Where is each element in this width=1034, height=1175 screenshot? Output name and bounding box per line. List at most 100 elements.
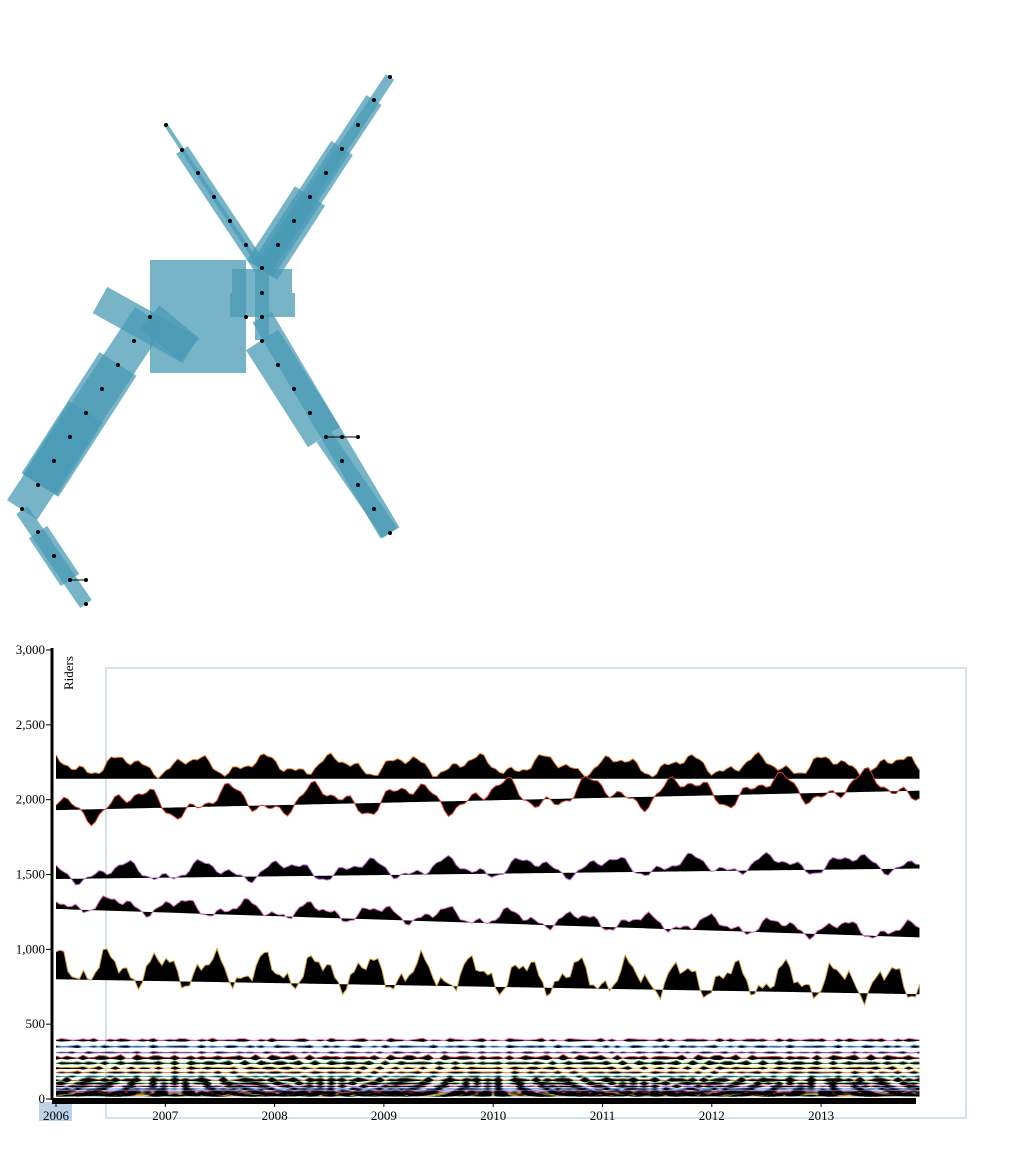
station-dot[interactable] xyxy=(340,147,344,151)
map-segment-bar xyxy=(23,401,103,496)
station-dot[interactable] xyxy=(340,435,344,439)
station-dot[interactable] xyxy=(68,578,72,582)
station-dot[interactable] xyxy=(372,98,376,102)
map-segment-bar xyxy=(92,286,198,364)
minor-series-line xyxy=(55,1070,920,1074)
series-line xyxy=(55,851,920,886)
station-dot[interactable] xyxy=(52,459,56,463)
minor-series-line xyxy=(55,1044,920,1048)
y-axis-ticks: 0 500 1,000 1,500 2,000 2,500 3,000 xyxy=(16,642,52,1106)
selected-year-highlight[interactable] xyxy=(39,1102,72,1121)
y-tick-label: 2,000 xyxy=(16,792,45,807)
minor-series-line xyxy=(55,1083,920,1088)
minor-series-line xyxy=(55,1089,920,1092)
series-area[interactable] xyxy=(56,895,920,940)
station-dot[interactable] xyxy=(260,266,264,270)
minor-series-line xyxy=(55,1059,920,1065)
series-line xyxy=(55,895,920,941)
station-dot[interactable] xyxy=(308,411,312,415)
minor-series-area[interactable] xyxy=(56,1076,920,1083)
station-dot[interactable] xyxy=(20,507,24,511)
minor-series-area[interactable] xyxy=(56,1080,920,1086)
y-tick-label: 1,000 xyxy=(16,941,45,956)
y-axis-title: Riders xyxy=(61,656,76,690)
x-tick-label[interactable]: 2007 xyxy=(152,1108,179,1123)
minor-series-area[interactable] xyxy=(56,1037,920,1042)
x-tick-label[interactable]: 2013 xyxy=(808,1108,834,1123)
transit-network-map xyxy=(6,74,400,608)
station-dot[interactable] xyxy=(260,315,264,319)
minor-series-line xyxy=(55,1076,920,1081)
minor-series-line xyxy=(55,1053,920,1059)
minor-series-line xyxy=(55,1037,920,1042)
minor-series-line xyxy=(55,1065,920,1069)
station-dot[interactable] xyxy=(164,123,168,127)
station-dot[interactable] xyxy=(292,387,296,391)
station-dot[interactable] xyxy=(212,195,216,199)
y-tick-label: 2,500 xyxy=(16,717,45,732)
x-axis-ticks: 2006 2007 2008 2009 2010 2011 2012 2013 xyxy=(43,1101,834,1123)
series-line xyxy=(55,751,920,780)
station-dot[interactable] xyxy=(84,411,88,415)
station-dot[interactable] xyxy=(84,602,88,606)
minor-series-line xyxy=(55,1050,920,1054)
series-area[interactable] xyxy=(56,752,920,779)
station-dot[interactable] xyxy=(388,531,392,535)
station-dot[interactable] xyxy=(388,75,392,79)
station-dot[interactable] xyxy=(356,483,360,487)
y-tick-label: 1,500 xyxy=(16,867,45,882)
station-dot[interactable] xyxy=(196,171,200,175)
station-dot[interactable] xyxy=(36,530,40,534)
series-areas xyxy=(55,751,920,1007)
x-tick-label[interactable]: 2006 xyxy=(43,1108,70,1123)
station-dot[interactable] xyxy=(324,171,328,175)
station-dot[interactable] xyxy=(228,219,232,223)
station-dot[interactable] xyxy=(132,339,136,343)
station-dot[interactable] xyxy=(84,578,88,582)
station-dot[interactable] xyxy=(52,554,56,558)
y-tick-label: 500 xyxy=(26,1016,46,1031)
x-tick-label[interactable]: 2009 xyxy=(371,1108,397,1123)
minor-series-area[interactable] xyxy=(56,1054,920,1061)
station-dot[interactable] xyxy=(244,315,248,319)
station-dot[interactable] xyxy=(292,219,296,223)
station-dot[interactable] xyxy=(324,435,328,439)
x-tick-label[interactable]: 2012 xyxy=(699,1108,725,1123)
series-line xyxy=(55,947,920,1007)
minor-series-area[interactable] xyxy=(56,1087,920,1091)
brush-frame[interactable] xyxy=(105,667,967,1119)
station-dot[interactable] xyxy=(68,435,72,439)
y-tick-label: 0 xyxy=(39,1091,46,1106)
minor-series xyxy=(55,1037,920,1097)
x-tick-label[interactable]: 2008 xyxy=(262,1108,288,1123)
minor-series-area[interactable] xyxy=(56,1089,920,1095)
station-dot[interactable] xyxy=(340,459,344,463)
station-dot[interactable] xyxy=(180,148,184,152)
series-area[interactable] xyxy=(56,852,920,885)
station-dot[interactable] xyxy=(356,435,360,439)
station-dot[interactable] xyxy=(356,123,360,127)
station-dot[interactable] xyxy=(276,243,280,247)
station-dot[interactable] xyxy=(260,291,264,295)
station-dot[interactable] xyxy=(36,483,40,487)
station-dot[interactable] xyxy=(276,363,280,367)
station-dot[interactable] xyxy=(148,315,152,319)
series-line xyxy=(55,767,920,827)
x-tick-label[interactable]: 2011 xyxy=(590,1108,616,1123)
x-tick-label[interactable]: 2010 xyxy=(480,1108,506,1123)
minor-series-line xyxy=(55,1074,920,1078)
station-dot[interactable] xyxy=(116,363,120,367)
y-tick-label: 3,000 xyxy=(16,642,45,657)
series-area[interactable] xyxy=(56,948,920,1005)
minor-series-area[interactable] xyxy=(56,1044,920,1048)
station-dot[interactable] xyxy=(100,387,104,391)
station-dot[interactable] xyxy=(308,195,312,199)
minor-series-line xyxy=(55,1086,920,1090)
map-segment-bar xyxy=(246,186,326,280)
minor-series-line xyxy=(55,1080,920,1085)
station-dot[interactable] xyxy=(244,243,248,247)
station-dot[interactable] xyxy=(260,339,264,343)
station-dot[interactable] xyxy=(372,507,376,511)
minor-series-area[interactable] xyxy=(56,1083,920,1088)
